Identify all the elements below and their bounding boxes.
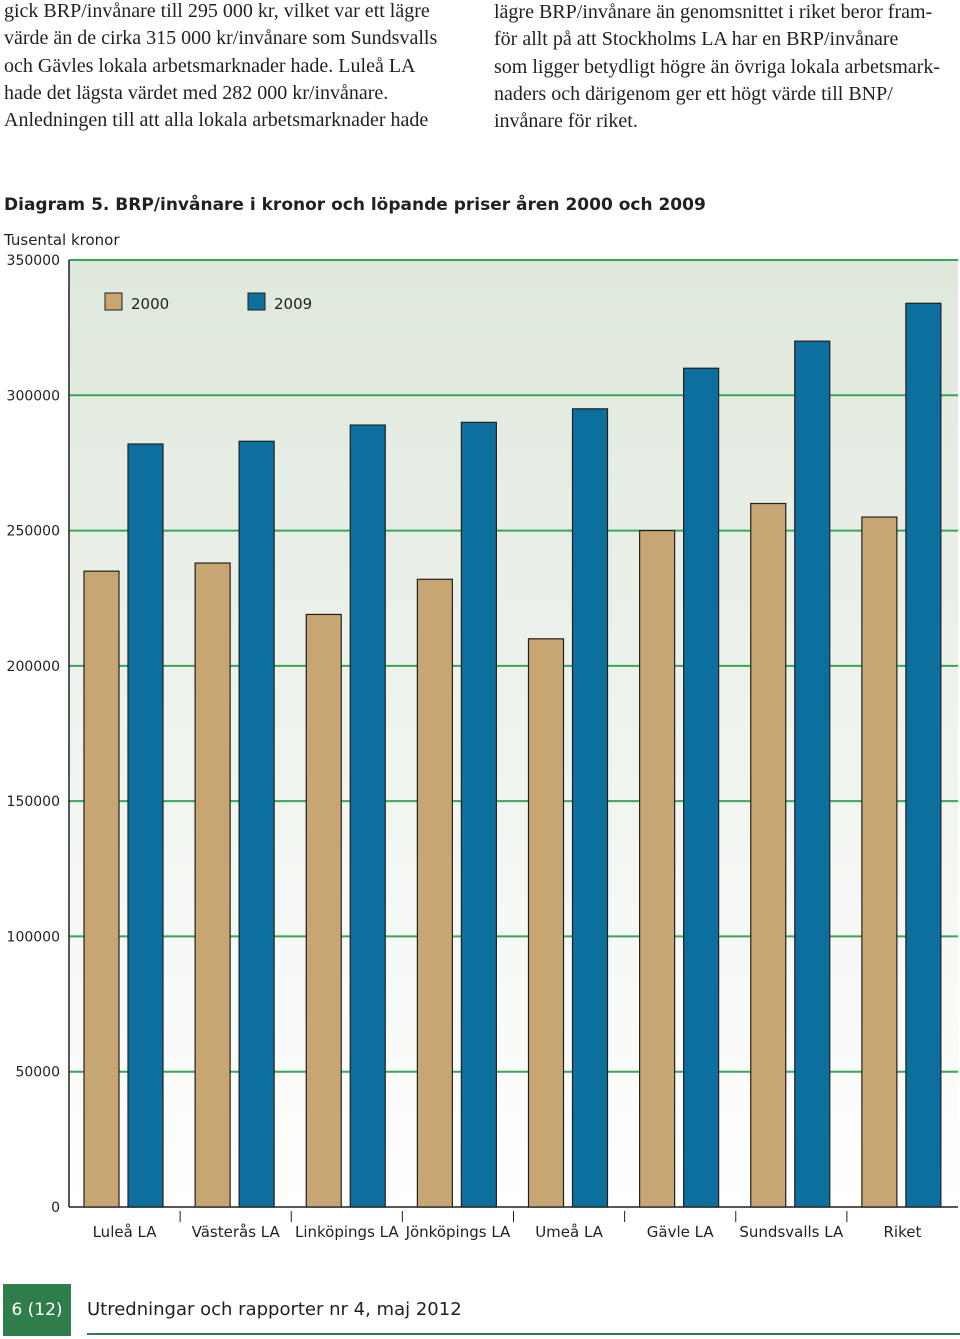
x-category-label: Luleå LA [93, 1223, 158, 1241]
bar-2000 [416, 578, 453, 1208]
text-line: hade det lägsta värdet med 282 000 kr/in… [4, 81, 389, 104]
x-category-label: Sundsvalls LA [739, 1223, 844, 1241]
y-tick-label: 0 [51, 1200, 60, 1216]
y-axis-unit-label: Tusental kronor [4, 231, 120, 249]
x-category-label: Jönköpings LA [405, 1223, 511, 1241]
x-category-label: Linköpings LA [295, 1223, 399, 1241]
y-tick-label: 50000 [15, 1065, 60, 1081]
legend-label-2009: 2009 [274, 295, 312, 313]
y-tick-label: 100000 [7, 929, 60, 945]
y-tick-label: 250000 [7, 524, 60, 540]
bar-2009 [460, 421, 497, 1208]
bar-2000 [305, 613, 342, 1208]
publication-title: Utredningar och rapporter nr 4, maj 2012 [87, 1299, 462, 1320]
bar-2000 [527, 638, 565, 1208]
text-line: och Gävles lokala arbetsmarknader hade. … [4, 54, 416, 77]
bar-2000 [83, 570, 120, 1208]
text-line: värde än de cirka 315 000 kr/invånare so… [4, 27, 438, 50]
x-category-label: Västerås LA [192, 1223, 281, 1241]
y-tick-label: 300000 [7, 388, 60, 404]
legend-swatch-2009 [247, 292, 266, 311]
bar-2009 [571, 408, 609, 1208]
bar-2009 [349, 424, 386, 1208]
bar-2000 [639, 529, 676, 1208]
x-category-label: Riket [884, 1223, 922, 1241]
text-line: naders och därigenom ger ett högt värde … [494, 82, 893, 105]
legend-label-2000: 2000 [131, 295, 169, 313]
footer-divider [87, 1333, 960, 1335]
text-line: lägre BRP/invånare än genomsnittet i rik… [494, 1, 933, 23]
y-tick-label: 350000 [7, 253, 60, 269]
text-line: invånare för riket. [494, 110, 638, 133]
bar-2009 [238, 440, 275, 1208]
bar-2009 [127, 443, 164, 1208]
text-line: Anledningen till att alla lokala arbetsm… [4, 109, 429, 132]
body-text-left: gick BRP/invånare till 295 000 kr, vilke… [4, 0, 474, 134]
bar-2009 [794, 340, 831, 1208]
bar-2000 [750, 502, 787, 1208]
x-category-label: Umeå LA [535, 1223, 603, 1241]
text-line: för allt på att Stockholms LA har en BRP… [494, 28, 899, 51]
bar-2000 [194, 562, 231, 1208]
bar-2000 [861, 516, 898, 1208]
x-category-label: Gävle LA [647, 1223, 715, 1241]
text-line: som ligger betydligt högre än övriga lok… [494, 55, 940, 78]
body-text-right: lägre BRP/invånare än genomsnittet i rik… [494, 0, 956, 135]
y-tick-label: 200000 [7, 659, 60, 675]
text-line: gick BRP/invånare till 295 000 kr, vilke… [4, 0, 430, 22]
page-number: 6 (12) [3, 1284, 71, 1336]
bar-2009 [905, 302, 942, 1208]
bar-chart: 0 50000 100000 150000 200000 250000 300000 3500… [7, 253, 958, 1241]
page-footer: 6 (12) Utredningar och rapporter nr 4, m… [3, 1284, 960, 1336]
bar-2009 [683, 367, 720, 1208]
chart-title: Diagram 5. BRP/invånare i kronor och löp… [4, 195, 706, 215]
legend-swatch-2000 [104, 292, 123, 311]
y-tick-label: 150000 [7, 794, 60, 810]
